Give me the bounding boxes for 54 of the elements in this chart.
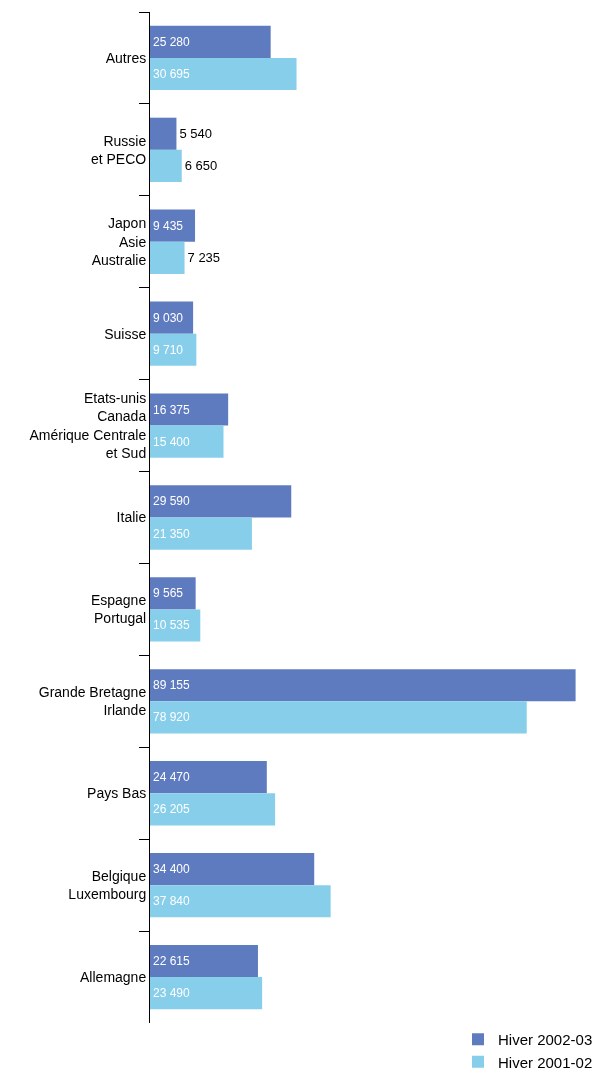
bar xyxy=(150,241,185,274)
data-label: 7 235 xyxy=(187,250,221,266)
y-tick-label: Suisse xyxy=(104,325,147,342)
data-label: 9 030 xyxy=(153,310,184,325)
data-label: 78 920 xyxy=(153,710,191,725)
bar xyxy=(150,701,527,734)
data-label: 26 205 xyxy=(153,802,191,817)
bar xyxy=(150,761,267,794)
legend-label: Hiver 2002-03 xyxy=(498,1031,593,1049)
data-label: 9 565 xyxy=(153,586,184,601)
y-tick-label: Autres xyxy=(105,49,147,66)
data-label: 15 400 xyxy=(153,434,191,449)
data-label: 5 540 xyxy=(179,126,212,142)
y-tick-label: Etats-unis Canada Amérique Centrale et Sud xyxy=(29,390,147,461)
data-label: 16 375 xyxy=(153,402,191,417)
bar xyxy=(150,793,276,826)
bar xyxy=(150,25,271,58)
bar xyxy=(150,669,576,702)
data-label: 10 535 xyxy=(153,618,191,633)
bar xyxy=(150,333,197,366)
y-tick-label: Pays Bas xyxy=(87,785,147,802)
data-label: 21 350 xyxy=(153,526,191,541)
data-label: 30 695 xyxy=(153,67,191,82)
y-tick-label: Espagne Portugal xyxy=(90,592,147,627)
bar xyxy=(150,117,177,150)
y-tick-label: Allemagne xyxy=(80,968,147,985)
bar xyxy=(150,885,331,918)
bar xyxy=(150,393,229,426)
y-tick-label: Grande Bretagne Irlande xyxy=(38,684,147,719)
data-label: 9 435 xyxy=(153,218,184,233)
bar xyxy=(150,149,182,183)
y-tick-label: Italie xyxy=(116,509,147,526)
legend-label: Hiver 2001-02 xyxy=(498,1053,593,1071)
data-label: 29 590 xyxy=(153,494,191,509)
bar xyxy=(150,485,292,518)
y-tick-label: Belgique Luxembourg xyxy=(68,867,147,903)
bar xyxy=(150,425,224,458)
data-label: 25 280 xyxy=(153,34,191,49)
y-tick-label: Japon Asie Australie xyxy=(91,215,147,268)
data-label: 34 400 xyxy=(153,862,191,877)
data-label: 23 490 xyxy=(153,986,191,1001)
bar xyxy=(150,977,263,1010)
bar xyxy=(150,609,201,642)
y-tick-label: Russie et PECO xyxy=(90,132,147,167)
bar xyxy=(150,944,258,978)
data-label: 37 840 xyxy=(153,894,191,909)
data-label: 24 470 xyxy=(153,770,191,785)
data-label: 22 615 xyxy=(153,953,191,968)
bar xyxy=(150,852,315,886)
data-label: 9 710 xyxy=(153,342,184,357)
data-label: 89 155 xyxy=(153,678,191,693)
bar xyxy=(150,57,297,91)
bar xyxy=(150,517,252,550)
data-label: 6 650 xyxy=(184,158,218,174)
